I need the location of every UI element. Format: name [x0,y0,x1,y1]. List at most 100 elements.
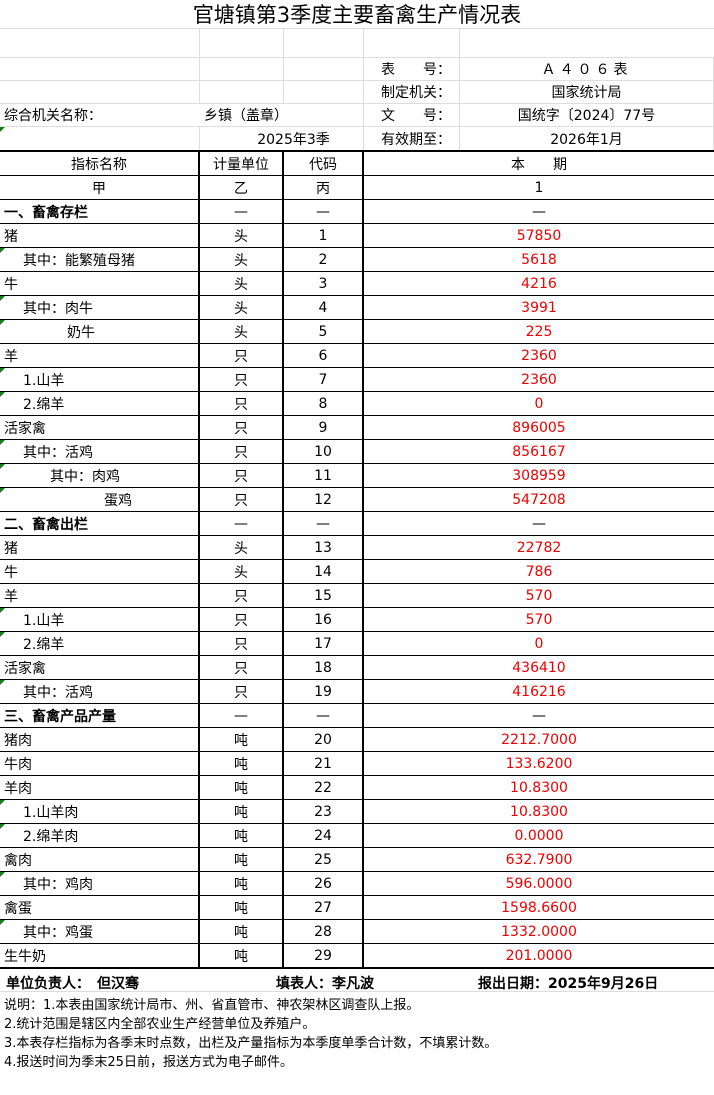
value-cell: 308959 [512,467,566,484]
table-row: 猪肉吨 20 2212.7000 [0,728,714,752]
subheader-c: 丙 [284,176,364,199]
code-cell: 3 [284,272,364,295]
value-cell: 133.6200 [505,755,573,772]
meta-row-period: 2025年3季 有效期至： 2026年1月 [0,127,714,150]
meta-block: 表 号： Ａ４０６表 制定机关： 国家统计局 综合机关名称： 乡镇（盖章） 文 … [0,29,714,150]
valid-label: 有效期至： [364,127,460,150]
data-table: 指标名称 计量单位 代码 本 期 甲 乙 丙 1 一、畜禽存栏 — — — 猪头 1 578… [0,150,714,968]
code-cell: 22 [284,776,364,799]
code-cell: 24 [284,824,364,847]
table-header: 指标名称 计量单位 代码 本 期 [0,152,714,176]
unit-cell: 吨 [200,872,284,895]
col-header-unit: 计量单位 [200,152,284,175]
unit-cell: 吨 [200,728,284,751]
report-date: 报出日期：2025年9月26日 [478,976,659,992]
note-line: 4.报送时间为季末25日前，报送方式为电子邮件。 [4,1055,293,1070]
note-line: 说明：1.本表由国家统计局市、州、省直管市、神农架林区调查队上报。 [4,998,420,1013]
table-row: 牛头 3 4216 [0,272,714,296]
value-cell: 201.0000 [505,947,573,964]
table-row: 奶牛头 5 225 [0,320,714,344]
meta-row-doc-no: 综合机关名称： 乡镇（盖章） 文 号： 国统字〔2024〕77号 [0,104,714,127]
section-row: 二、畜禽出栏 — — — [0,512,714,536]
table-row: 2.绵羊肉吨 24 0.0000 [0,824,714,848]
agency-label: 综合机关名称： [4,108,102,124]
unit-cell: 头 [200,536,284,559]
unit-cell: 只 [200,440,284,463]
value-cell: 225 [525,323,553,340]
table-row: 2.绵羊只 8 0 [0,392,714,416]
unit-cell: 吨 [200,848,284,871]
unit-cell: 吨 [200,896,284,919]
indicator-name-cell: 禽蛋 [0,896,200,919]
indicator-name-cell: 羊肉 [0,776,200,799]
value-cell: 2360 [521,371,557,388]
col-header-indicator: 指标名称 [0,152,200,175]
code-cell: 12 [284,488,364,511]
value-cell: 22782 [516,539,562,556]
section-row: 三、畜禽产品产量 — — — [0,704,714,728]
table-row: 猪头 13 22782 [0,536,714,560]
col-header-code: 代码 [284,152,364,175]
value-cell: 2212.7000 [501,731,577,748]
unit-cell: 只 [200,584,284,607]
code-cell: 11 [284,464,364,487]
value-cell: 0 [534,395,544,412]
code-cell: 19 [284,680,364,703]
indicator-name-cell: 其中：活鸡 [0,440,200,463]
indicator-name-cell: 其中：肉牛 [0,296,200,319]
indicator-name-cell: 三、畜禽产品产量 [0,704,200,727]
indicator-name-cell: 活家禽 [0,416,200,439]
col-header-current: 本 期 [511,156,567,173]
code-cell: — [284,704,364,727]
value-cell: 0 [534,635,544,652]
value-cell: 416216 [512,683,566,700]
unit-cell: 只 [200,464,284,487]
value-cell: 896005 [512,419,566,436]
unit-cell: 头 [200,560,284,583]
value-cell: 856167 [512,443,566,460]
section-row: 一、畜禽存栏 — — — [0,200,714,224]
agency-value: 乡镇（盖章） [204,104,364,126]
unit-cell: 只 [200,632,284,655]
indicator-name-cell: 其中：活鸡 [0,680,200,703]
code-cell: 13 [284,536,364,559]
code-cell: 26 [284,872,364,895]
meta-row-empty [0,29,714,58]
table-row: 其中：鸡肉吨 26 596.0000 [0,872,714,896]
unit-cell: 头 [200,320,284,343]
note-line: 2.统计范围是辖区内全部农业生产经营单位及养殖户。 [4,1017,316,1032]
form-no-label: 表 号： [364,58,460,80]
unit-cell: 吨 [200,824,284,847]
table-subheader: 甲 乙 丙 1 [0,176,714,200]
subheader-b: 乙 [200,176,284,199]
code-cell: 29 [284,944,364,967]
table-row: 其中：鸡蛋吨 28 1332.0000 [0,920,714,944]
indicator-name-cell: 羊 [0,344,200,367]
value-cell: — [532,515,546,532]
table-row: 其中：肉鸡只 11 308959 [0,464,714,488]
valid-until: 2026年1月 [460,127,714,150]
value-cell: 1598.6600 [501,899,577,916]
indicator-name-cell: 其中：鸡蛋 [0,920,200,943]
indicator-name-cell: 其中：鸡肉 [0,872,200,895]
code-cell: 7 [284,368,364,391]
indicator-name-cell: 二、畜禽出栏 [0,512,200,535]
table-row: 其中：活鸡只 19 416216 [0,680,714,704]
indicator-name-cell: 其中：肉鸡 [0,464,200,487]
code-cell: 27 [284,896,364,919]
unit-cell: 只 [200,488,284,511]
value-cell: 4216 [521,275,557,292]
table-row: 禽肉吨 25 632.7900 [0,848,714,872]
code-cell: 9 [284,416,364,439]
code-cell: — [284,512,364,535]
indicator-name-cell: 牛 [0,560,200,583]
note-line: 3.本表存栏指标为各季末时点数，出栏及产量指标为本季度单季合计数，不填累计数。 [4,1036,498,1051]
value-cell: 3991 [521,299,557,316]
unit-head: 单位负责人： 但汉骞 [6,976,139,992]
value-cell: — [532,707,546,724]
subheader-d: 1 [534,179,544,196]
indicator-name-cell: 禽肉 [0,848,200,871]
code-cell: 25 [284,848,364,871]
indicator-name-cell: 1.山羊 [0,608,200,631]
code-cell: 5 [284,320,364,343]
